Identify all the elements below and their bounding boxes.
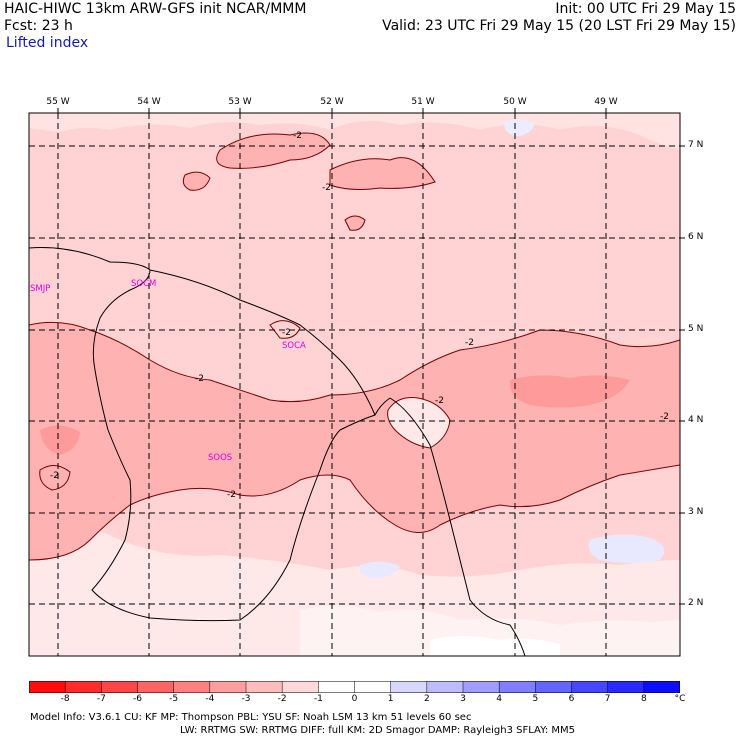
lat-label-3n: 3 N [688, 507, 704, 517]
colorbar-label: 8 [640, 694, 647, 704]
field-light-hole [387, 397, 450, 448]
footer-model-info-1: Model Info: V3.6.1 CU: KF MP: Thompson P… [30, 712, 472, 723]
colorbar-cell [354, 681, 392, 693]
colorbar-label: -3 [241, 694, 251, 704]
colorbar-label: 3 [460, 694, 466, 704]
field-patch-north-4 [345, 216, 365, 231]
valid-time: Valid: 23 UTC Fri 29 May 15 (20 LST Fri … [382, 18, 736, 34]
station-smjp: SMJP [30, 284, 51, 294]
field-patch-north-3 [183, 172, 210, 191]
colorbar-cell [281, 681, 320, 693]
lon-label-52w: 52 W [320, 97, 344, 107]
model-title: HAIC-HIWC 13km ARW-GFS init NCAR/MMM [4, 1, 307, 17]
colorbar-cell [426, 681, 464, 693]
field-positive-north [504, 118, 535, 136]
contour-label: -2 [322, 183, 331, 193]
field-zero [430, 636, 560, 656]
colorbar-label: 6 [568, 694, 575, 704]
lon-label-51w: 51 W [411, 97, 435, 107]
colorbar-cell [643, 681, 680, 693]
colorbar-label: -2 [277, 694, 287, 704]
lat-label-4n: 4 N [688, 415, 704, 425]
colorbar-cell [462, 681, 500, 693]
colorbar-cell [498, 681, 537, 693]
field-patch-north-2 [330, 157, 435, 190]
field-near-zero [300, 605, 680, 656]
colorbar-cell [173, 681, 211, 693]
colorbar-label: 5 [532, 694, 539, 704]
contour-label: -2 [293, 131, 302, 141]
colorbar-label: -6 [133, 694, 142, 704]
footer-model-info-2: LW: RRTMG SW: RRTMG DIFF: full KM: 2D Sm… [180, 725, 576, 736]
lon-label-53w: 53 W [228, 97, 252, 107]
colorbar-label: -1 [313, 694, 323, 704]
country-borders [29, 247, 526, 656]
colorbar-cell [209, 681, 247, 693]
colorbar-label: -7 [96, 694, 106, 704]
colorbar-cell [64, 681, 103, 693]
contours-minus2 [29, 132, 680, 561]
contour-label: -2 [50, 471, 59, 481]
colorbar-label: -8 [60, 694, 70, 704]
contour-label: -2 [660, 412, 669, 422]
map-ticks [57, 108, 685, 605]
latlon-grid [29, 113, 680, 656]
lon-label-50w: 50 W [503, 97, 527, 107]
contour-label: -2 [227, 490, 236, 500]
station-soos: SOOS [208, 453, 233, 463]
colorbar-label: 1 [387, 694, 394, 704]
colorbar-cell [245, 681, 283, 693]
contour-label: -2 [465, 338, 474, 348]
field-patch-north-1 [216, 132, 330, 169]
field-positive-small [359, 561, 400, 578]
init-time: Init: 00 UTC Fri 29 May 15 [555, 1, 736, 17]
lat-label-6n: 6 N [688, 232, 704, 242]
station-socm: SOCM [131, 279, 157, 289]
contour-label: -2 [195, 374, 204, 384]
colorbar-cell [101, 681, 139, 693]
lat-label-7n: 7 N [688, 140, 704, 150]
forecast-hour: Fcst: 23 h [4, 18, 73, 34]
field-name: Lifted index [6, 35, 89, 51]
colorbar-label: 2 [423, 694, 430, 704]
map-frame [28, 112, 681, 657]
lat-label-5n: 5 N [688, 324, 704, 334]
colorbar-cell [137, 681, 175, 693]
station-soca: SOCA [282, 341, 306, 351]
colorbar-cell [571, 681, 609, 693]
colorbar-cell [607, 681, 645, 693]
lat-label-2n: 2 N [688, 598, 704, 608]
lon-label-55w: 55 W [46, 97, 70, 107]
colorbar-label: 0 [351, 694, 358, 704]
contour-label: -2 [282, 328, 291, 338]
colorbar-label: -4 [205, 694, 215, 704]
colorbar-label: 7 [604, 694, 611, 704]
lon-label-49w: 49 W [594, 97, 618, 107]
colorbar-cell [535, 681, 573, 693]
field-band-minus3-east [509, 375, 630, 408]
colorbar-cell [29, 681, 66, 693]
colorbar-label: °C [674, 694, 686, 704]
contour-label: -2 [435, 396, 444, 406]
colorbar-label: 4 [496, 694, 503, 704]
colorbar [29, 681, 680, 693]
field-positive-east [588, 534, 665, 563]
colorbar-cell [318, 681, 356, 693]
lon-label-54w: 54 W [137, 97, 161, 107]
field-band-minus3-west [40, 425, 80, 455]
colorbar-cell [390, 681, 428, 693]
colorbar-label: -5 [169, 694, 179, 704]
